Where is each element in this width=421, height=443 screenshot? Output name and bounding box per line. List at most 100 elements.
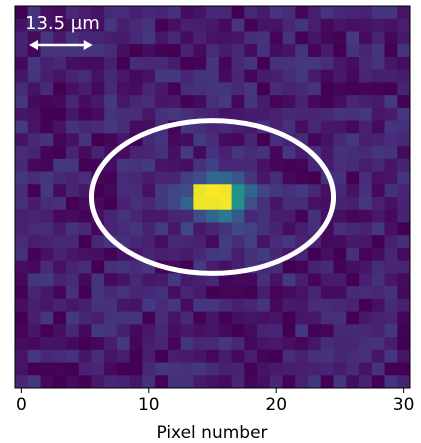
heatmap-cell	[244, 18, 258, 32]
heatmap-cell	[129, 337, 143, 351]
heatmap-cell	[91, 107, 105, 122]
x-tick-label: 30	[393, 395, 415, 415]
heatmap-cell	[218, 44, 233, 58]
heatmap-cell	[206, 120, 220, 134]
heatmap-cell	[397, 375, 411, 389]
heatmap-cell	[65, 209, 80, 223]
heatmap-cell	[333, 133, 347, 147]
heatmap-cell	[15, 337, 29, 351]
heatmap-cell	[397, 362, 411, 376]
heatmap-cell	[244, 107, 258, 122]
heatmap-cell	[282, 120, 296, 134]
heatmap-cell	[65, 337, 80, 351]
heatmap-cell	[193, 6, 207, 20]
heatmap-cell	[142, 69, 156, 83]
heatmap-cell	[346, 311, 360, 325]
heatmap-cell	[308, 69, 322, 83]
heatmap-cell	[129, 18, 143, 32]
heatmap-cell	[91, 273, 105, 287]
heatmap-cell	[180, 362, 194, 376]
heatmap-cell	[104, 298, 118, 313]
heatmap-cell	[180, 324, 194, 338]
heatmap-cell	[40, 171, 54, 185]
heatmap-cell	[206, 298, 220, 313]
heatmap-cell	[371, 69, 386, 83]
heatmap-cell	[65, 235, 80, 249]
heatmap-cell	[371, 6, 386, 20]
heatmap-cell	[206, 18, 220, 32]
heatmap-cell	[78, 247, 92, 262]
heatmap-cell	[206, 247, 220, 262]
heatmap-cell	[53, 247, 67, 262]
heatmap-cell	[308, 44, 322, 58]
heatmap-cell	[53, 286, 67, 300]
heatmap-cell	[40, 349, 54, 364]
heatmap-cell	[295, 6, 309, 20]
heatmap-cell	[269, 324, 284, 338]
heatmap-cell	[53, 6, 67, 20]
heatmap-cell	[15, 362, 29, 376]
heatmap-cell	[218, 171, 233, 185]
heatmap-cell	[244, 171, 258, 185]
heatmap-cell	[320, 337, 335, 351]
heatmap-cell	[129, 82, 143, 96]
heatmap-cell	[206, 82, 220, 96]
heatmap-cell	[78, 95, 92, 109]
heatmap-cell	[218, 375, 233, 389]
heatmap-cell	[167, 311, 182, 325]
heatmap-cell	[257, 6, 271, 20]
heatmap-cell	[346, 56, 360, 71]
heatmap-cell	[282, 298, 296, 313]
heatmap-cell	[167, 337, 182, 351]
heatmap-cell	[371, 184, 386, 198]
heatmap-cell	[104, 247, 118, 262]
heatmap-cell	[295, 311, 309, 325]
heatmap-cell	[320, 56, 335, 71]
heatmap-cell	[27, 222, 41, 236]
heatmap-cell	[346, 349, 360, 364]
heatmap-cell	[282, 362, 296, 376]
heatmap-cell	[129, 273, 143, 287]
heatmap-cell	[155, 69, 169, 83]
heatmap-cell	[142, 107, 156, 122]
heatmap-cell	[206, 158, 220, 173]
heatmap-cell	[53, 31, 67, 45]
heatmap-cell	[142, 222, 156, 236]
heatmap-cell	[244, 298, 258, 313]
heatmap-cell	[218, 311, 233, 325]
heatmap-cell	[269, 158, 284, 173]
heatmap-cell	[193, 120, 207, 134]
heatmap-cell	[346, 120, 360, 134]
heatmap-cell	[384, 31, 398, 45]
heatmap-cell	[27, 184, 41, 198]
heatmap-cell	[295, 171, 309, 185]
heatmap-cell	[333, 197, 347, 211]
heatmap-cell	[206, 31, 220, 45]
heatmap-cell	[371, 82, 386, 96]
heatmap-cell	[78, 82, 92, 96]
heatmap-cell	[308, 82, 322, 96]
heatmap-cell	[167, 31, 182, 45]
heatmap-cell	[65, 6, 80, 20]
heatmap-cell	[384, 146, 398, 160]
heatmap-cell	[155, 311, 169, 325]
heatmap-cells	[15, 6, 411, 389]
heatmap-cell	[193, 298, 207, 313]
heatmap-cell	[193, 146, 207, 160]
heatmap-cell	[180, 235, 194, 249]
heatmap-cell	[65, 146, 80, 160]
heatmap-cell	[40, 311, 54, 325]
heatmap-cell	[244, 69, 258, 83]
heatmap-cell	[155, 56, 169, 71]
heatmap-cell	[282, 6, 296, 20]
heatmap-cell	[333, 349, 347, 364]
heatmap-cell	[167, 324, 182, 338]
heatmap-cell	[231, 324, 245, 338]
heatmap-cell	[295, 286, 309, 300]
heatmap-cell	[193, 337, 207, 351]
heatmap-cell	[15, 273, 29, 287]
heatmap-cell	[91, 375, 105, 389]
heatmap-cell	[257, 311, 271, 325]
heatmap-cell	[282, 69, 296, 83]
heatmap-cell	[269, 31, 284, 45]
